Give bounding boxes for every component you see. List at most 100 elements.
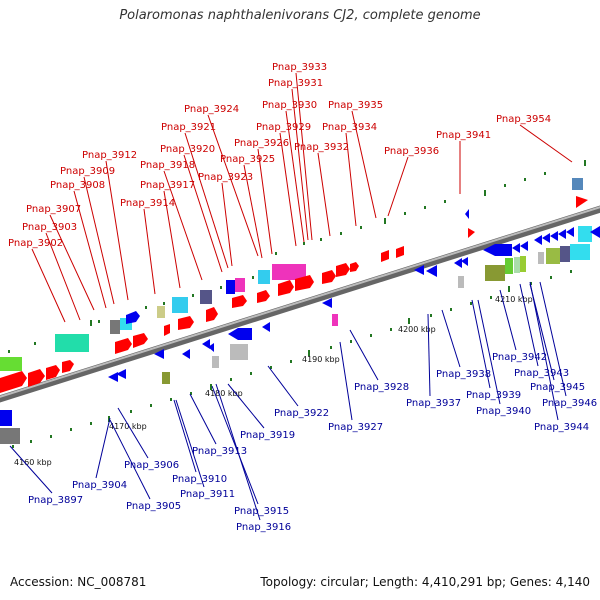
gene-label-pnap_3911[interactable]: Pnap_3911 xyxy=(180,489,235,500)
gene-box xyxy=(226,280,235,294)
gene-label-pnap_3915[interactable]: Pnap_3915 xyxy=(234,506,289,517)
gene-label-pnap_3920[interactable]: Pnap_3920 xyxy=(160,144,215,155)
gene-arrow xyxy=(116,369,126,379)
gene-label-pnap_3932[interactable]: Pnap_3932 xyxy=(294,142,349,153)
label-leader-line xyxy=(221,182,233,267)
gene-label-pnap_3916[interactable]: Pnap_3916 xyxy=(236,522,291,533)
gene-label-pnap_3908[interactable]: Pnap_3908 xyxy=(50,180,105,191)
gene-arrow xyxy=(133,333,148,348)
label-leader-line xyxy=(143,208,156,295)
gene-label-pnap_3936[interactable]: Pnap_3936 xyxy=(384,146,439,157)
gene-label-pnap_3931[interactable]: Pnap_3931 xyxy=(268,78,323,89)
gene-label-pnap_3943[interactable]: Pnap_3943 xyxy=(514,368,569,379)
gene-label-pnap_3914[interactable]: Pnap_3914 xyxy=(120,198,175,209)
gene-label-pnap_3912[interactable]: Pnap_3912 xyxy=(82,150,137,161)
gene-label-pnap_3945[interactable]: Pnap_3945 xyxy=(530,382,585,393)
gene-arrow xyxy=(512,243,520,253)
gene-arrow xyxy=(257,290,270,303)
gene-arrow xyxy=(381,250,389,262)
gene-label-pnap_3941[interactable]: Pnap_3941 xyxy=(436,130,491,141)
genome-stats-text: Topology: circular; Length: 4,410,291 bp… xyxy=(260,575,590,589)
label-leader-line xyxy=(83,176,115,305)
gene-arrow xyxy=(62,360,74,373)
gene-label-pnap_3913[interactable]: Pnap_3913 xyxy=(192,446,247,457)
gene-label-pnap_3905[interactable]: Pnap_3905 xyxy=(126,501,181,512)
gene-label-pnap_3933[interactable]: Pnap_3933 xyxy=(272,62,327,73)
gene-label-pnap_3935[interactable]: Pnap_3935 xyxy=(328,100,383,111)
label-leader-line xyxy=(117,407,149,459)
gene-label-pnap_3928[interactable]: Pnap_3928 xyxy=(354,382,409,393)
gene-label-pnap_3918[interactable]: Pnap_3918 xyxy=(140,160,195,171)
gene-label-pnap_3944[interactable]: Pnap_3944 xyxy=(534,422,589,433)
gene-label-pnap_3903[interactable]: Pnap_3903 xyxy=(22,222,77,233)
gene-arrow xyxy=(465,209,469,219)
gene-label-pnap_3946[interactable]: Pnap_3946 xyxy=(542,398,597,409)
gene-arrow xyxy=(228,328,252,340)
gene-arrow xyxy=(262,322,270,332)
gene-label-pnap_3954[interactable]: Pnap_3954 xyxy=(496,114,551,125)
gene-label-pnap_3926[interactable]: Pnap_3926 xyxy=(234,138,289,149)
label-leader-line xyxy=(529,283,555,381)
gene-arrow xyxy=(454,258,462,268)
gene-arrow xyxy=(461,257,468,266)
gene-box xyxy=(272,264,306,280)
gene-arrow xyxy=(542,233,550,243)
label-leader-line xyxy=(173,399,197,473)
gene-label-pnap_3906[interactable]: Pnap_3906 xyxy=(124,460,179,471)
gene-label-pnap_3909[interactable]: Pnap_3909 xyxy=(60,166,115,177)
gene-label-pnap_3937[interactable]: Pnap_3937 xyxy=(406,398,461,409)
gene-label-pnap_3938[interactable]: Pnap_3938 xyxy=(436,369,491,380)
gene-arrow xyxy=(520,241,528,251)
gene-label-pnap_3927[interactable]: Pnap_3927 xyxy=(328,422,383,433)
label-leader-line xyxy=(291,88,309,241)
gene-label-pnap_3902[interactable]: Pnap_3902 xyxy=(8,238,63,249)
scale-label: 4210 kbp xyxy=(495,295,533,304)
label-leader-line xyxy=(184,132,229,269)
gene-label-pnap_3919[interactable]: Pnap_3919 xyxy=(240,430,295,441)
gene-box xyxy=(560,246,570,262)
label-leader-line xyxy=(285,110,305,243)
gene-box xyxy=(0,357,22,371)
gene-arrow xyxy=(414,265,424,275)
gene-label-pnap_3897[interactable]: Pnap_3897 xyxy=(28,495,83,506)
gene-label-pnap_3942[interactable]: Pnap_3942 xyxy=(492,352,547,363)
scale-labels: 4160 kbp 4170 kbp 4180 kbp 4190 kbp 4200… xyxy=(14,295,533,467)
gene-box xyxy=(538,252,544,264)
label-leader-line xyxy=(73,190,107,309)
label-leader-line xyxy=(339,341,353,421)
gene-label-pnap_3922[interactable]: Pnap_3922 xyxy=(274,408,329,419)
gene-arrow xyxy=(115,338,132,354)
gene-label-pnap_3910[interactable]: Pnap_3910 xyxy=(172,474,227,485)
gene-label-pnap_3924[interactable]: Pnap_3924 xyxy=(184,104,239,115)
label-leader-line xyxy=(519,124,573,163)
gene-arrow xyxy=(426,265,437,277)
gene-box xyxy=(520,256,526,272)
label-leader-line xyxy=(211,385,259,505)
gene-arrow xyxy=(483,244,512,256)
label-leader-line xyxy=(31,248,66,323)
gene-label-pnap_3940[interactable]: Pnap_3940 xyxy=(476,406,531,417)
scale-label: 4160 kbp xyxy=(14,458,52,467)
gene-box xyxy=(235,278,245,292)
gene-box xyxy=(55,334,89,352)
label-leader-line xyxy=(227,383,265,429)
gene-label-pnap_3939[interactable]: Pnap_3939 xyxy=(466,390,521,401)
gene-arrow xyxy=(468,228,475,238)
gene-label-pnap_3917[interactable]: Pnap_3917 xyxy=(140,180,195,191)
gene-box xyxy=(0,410,12,426)
gene-label-pnap_3934[interactable]: Pnap_3934 xyxy=(322,122,377,133)
label-leader-line xyxy=(441,309,461,368)
gene-arrow xyxy=(534,235,542,245)
gene-label-pnap_3929[interactable]: Pnap_3929 xyxy=(256,122,311,133)
gene-arrow xyxy=(278,280,294,296)
gene-label-pnap_3907[interactable]: Pnap_3907 xyxy=(26,204,81,215)
gene-label-pnap_3925[interactable]: Pnap_3925 xyxy=(220,154,275,165)
gene-label-pnap_3921[interactable]: Pnap_3921 xyxy=(161,122,216,133)
gene-box xyxy=(572,178,583,190)
gene-arrow xyxy=(46,365,60,380)
reverse-genes xyxy=(0,209,600,444)
gene-label-pnap_3904[interactable]: Pnap_3904 xyxy=(72,480,127,491)
gene-arrow xyxy=(550,231,558,241)
gene-label-pnap_3930[interactable]: Pnap_3930 xyxy=(262,100,317,111)
gene-label-pnap_3923[interactable]: Pnap_3923 xyxy=(198,172,253,183)
